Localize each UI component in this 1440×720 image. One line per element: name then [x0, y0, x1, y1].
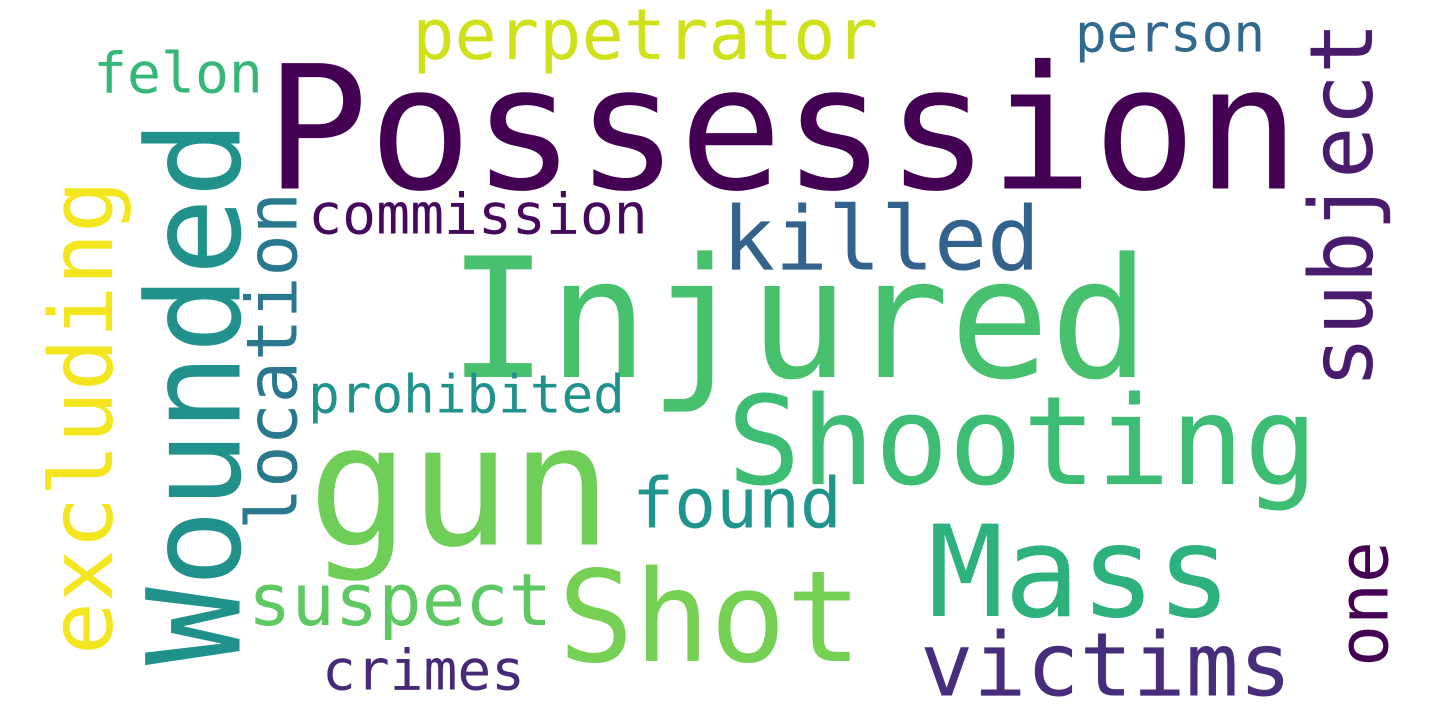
word-subject: subject	[1291, 22, 1393, 389]
word-found: found	[632, 464, 842, 545]
word-wounded: Wounded	[120, 120, 271, 665]
word-shot: Shot	[558, 544, 862, 691]
word-mass: Mass	[928, 499, 1232, 646]
word-killed: killed	[722, 188, 1040, 291]
word-perpetrator: perpetrator	[412, 0, 878, 76]
word-felon: felon	[93, 42, 263, 107]
word-excluding: excluding	[31, 180, 133, 655]
word-location: location	[232, 192, 314, 530]
word-one: one	[1324, 541, 1405, 667]
word-shooting: Shooting	[727, 370, 1318, 513]
word-commission: commission	[308, 183, 648, 248]
word-crimes: crimes	[322, 639, 525, 704]
word-prohibited: prohibited	[308, 365, 625, 426]
word-person: person	[1075, 4, 1265, 65]
word-injured: Injured	[448, 223, 1150, 417]
word-suspect: suspect	[248, 559, 552, 643]
word-victims: victims	[920, 614, 1292, 717]
word-gun: gun	[308, 389, 612, 585]
word-possession: Possession	[265, 29, 1300, 230]
